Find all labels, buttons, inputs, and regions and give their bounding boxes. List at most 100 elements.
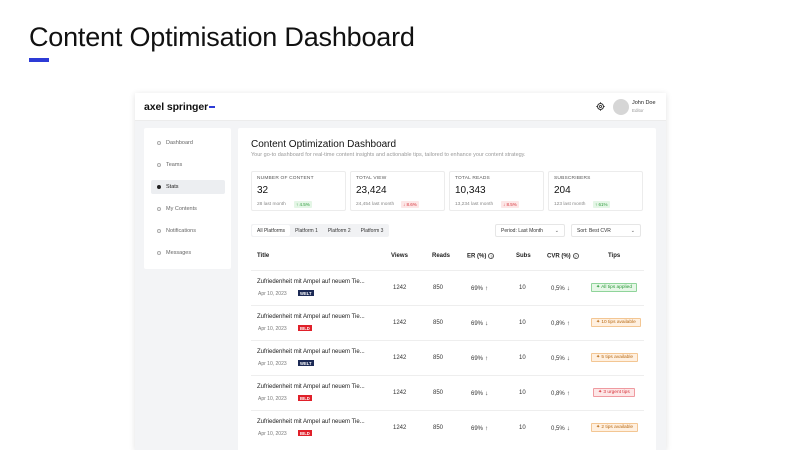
sort-select-value: Sort: Best CVR [577,227,611,234]
publisher-badge: BILD [298,325,312,331]
arrow-down-icon: ↓ [485,320,489,327]
row-er-value: 69% [471,356,484,362]
table-row[interactable]: Zufriedenheit mit Ampel auf neuem Tie...… [251,340,644,375]
app-window: axel springer John Doe Editor Dashboard … [135,93,666,450]
stat-label: SUBSCRIBERS [554,176,591,181]
stat-value: 204 [554,185,571,196]
row-cvr: 0,5% ↓ [551,425,570,432]
stat-label: TOTAL READS [455,176,490,181]
sidebar-item-label: My Contents [166,206,197,212]
tips-badge[interactable]: ✦ 5 tips available [591,353,639,362]
avatar[interactable] [613,99,629,115]
circle-icon [157,229,161,233]
row-reads: 850 [433,390,444,396]
info-icon[interactable]: ? [488,253,495,259]
column-header-label: ER (%) [467,253,487,260]
row-views: 1242 [393,355,407,361]
row-subs: 10 [519,285,526,291]
period-select-value: Period: Last Month [501,227,543,234]
row-reads: 850 [433,320,444,326]
circle-icon [157,207,161,211]
stat-label: TOTAL VIEW [356,176,387,181]
row-er: 69% ↓ [471,320,488,327]
row-cvr-value: 0,8% [551,391,565,397]
row-subs: 10 [519,390,526,396]
user-role: Editor [632,108,644,113]
row-date: Apr 10, 2023 [258,361,287,367]
row-title[interactable]: Zufriedenheit mit Ampel auf neuem Tie... [257,349,365,355]
sort-select[interactable]: Sort: Best CVR ⌄ [571,224,641,237]
tips-badge[interactable]: ✦ 10 tips available [591,318,641,327]
stat-value: 32 [257,185,269,196]
column-header-views[interactable]: Views [391,253,408,259]
sidebar-item-messages[interactable]: Messages [151,246,225,260]
sidebar-item-label: Teams [166,162,183,168]
stat-value: 23,424 [356,185,387,196]
row-er: 69% ↓ [471,390,488,397]
row-title[interactable]: Zufriedenheit mit Ampel auf neuem Tie... [257,419,365,425]
column-header-tips[interactable]: Tips [608,253,621,259]
tips-badge[interactable]: ✦ All tips applied [591,283,638,292]
row-reads: 850 [433,285,444,291]
row-title[interactable]: Zufriedenheit mit Ampel auf neuem Tie... [257,314,365,320]
sidebar-item-my-contents[interactable]: My Contents [151,202,225,216]
row-title[interactable]: Zufriedenheit mit Ampel auf neuem Tie... [257,279,365,285]
row-title[interactable]: Zufriedenheit mit Ampel auf neuem Tie... [257,384,365,390]
sidebar-item-teams[interactable]: Teams [151,158,225,172]
info-icon[interactable]: ? [572,253,579,259]
column-header-reads[interactable]: Reads [432,253,451,259]
table-row[interactable]: Zufriedenheit mit Ampel auf neuem Tie...… [251,305,644,340]
stat-change-badge: ↑ 4.5% [294,201,312,208]
arrow-down-icon: ↓ [485,390,489,397]
sidebar-item-label: Notifications [166,228,196,234]
stat-change-badge: ↑ 61% [593,201,610,208]
tab-platform-2[interactable]: Platform 2 [327,227,351,234]
stat-change-badge: ↓ 8.6% [401,201,419,208]
sidebar-item-notifications[interactable]: Notifications [151,224,225,238]
column-header-subs[interactable]: Subs [516,253,531,259]
row-er: 69% ↑ [471,285,488,292]
row-date: Apr 10, 2023 [258,431,287,437]
table-row[interactable]: Zufriedenheit mit Ampel auf neuem Tie...… [251,410,644,445]
arrow-down-icon: ↓ [566,355,570,362]
row-cvr: 0,8% ↑ [551,320,570,327]
tab-platform-3[interactable]: Platform 3 [360,227,384,234]
arrow-up-icon: ↑ [485,425,489,432]
row-er: 69% ↑ [471,355,488,362]
logo-accent [209,106,216,109]
table-row[interactable]: Zufriedenheit mit Ampel auf neuem Tie...… [251,375,644,410]
tips-badge[interactable]: ✦ 3 urgent tips [593,388,635,397]
row-er-value: 69% [471,391,484,397]
arrow-up-icon: ↑ [485,355,489,362]
arrow-down-icon: ↓ [566,425,570,432]
circle-icon [157,185,161,189]
publisher-badge: WELT [298,360,314,366]
table-row[interactable]: Zufriedenheit mit Ampel auf neuem Tie...… [251,270,644,305]
sidebar-item-stats[interactable]: Stats [151,180,225,194]
tab-all-platforms[interactable]: All Platforms [252,225,291,236]
column-header-er[interactable]: ER (%)? [467,253,495,260]
row-er-value: 69% [471,321,484,327]
stat-change-badge: ↓ 8.5% [501,201,519,208]
row-cvr: 0,5% ↓ [551,285,570,292]
stat-card-views: TOTAL VIEW 23,424 24,454 last month ↓ 8.… [350,171,445,211]
arrow-up-icon: ↑ [566,320,570,327]
logo[interactable]: axel springer [144,101,216,113]
row-cvr-value: 0,5% [551,426,565,432]
row-cvr-value: 0,5% [551,286,565,292]
tab-platform-1[interactable]: Platform 1 [295,227,318,234]
column-header-title[interactable]: Title [257,253,270,259]
chevron-down-icon: ⌄ [630,228,635,234]
period-select[interactable]: Period: Last Month ⌄ [495,224,565,237]
column-header-cvr[interactable]: CVR (%)? [547,253,579,260]
gear-icon[interactable] [596,102,605,111]
row-date: Apr 10, 2023 [258,396,287,402]
row-subs: 10 [519,320,526,326]
row-reads: 850 [433,355,444,361]
tips-badge[interactable]: ✦ 2 tips available [591,423,639,432]
circle-icon [157,163,161,167]
stat-card-reads: TOTAL READS 10,343 13,234 last month ↓ 8… [449,171,544,211]
circle-icon [157,251,161,255]
page-title: Content Optimization Dashboard [251,139,397,150]
sidebar-item-dashboard[interactable]: Dashboard [151,136,225,150]
